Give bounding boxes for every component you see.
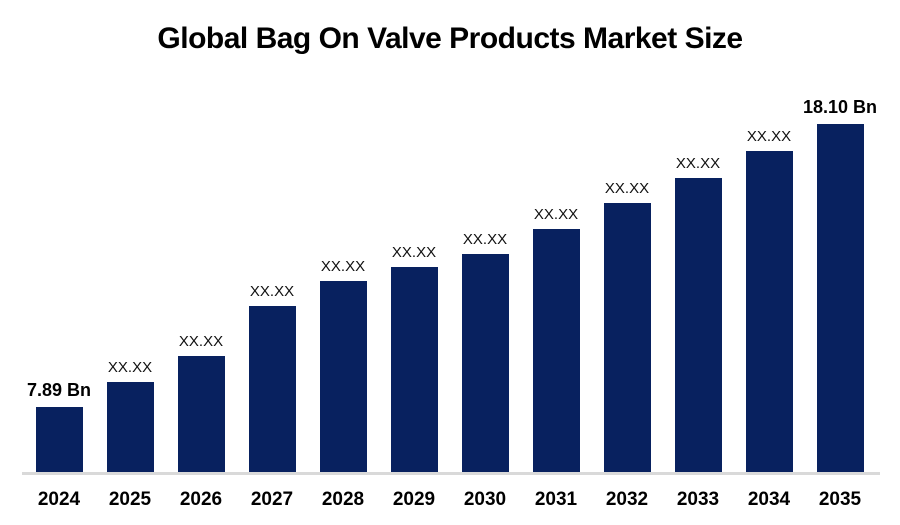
value-label-2030: XX.XX [462, 231, 508, 248]
bar-2032 [603, 203, 651, 472]
bar-2033 [674, 178, 722, 472]
value-label-2032: XX.XX [604, 180, 650, 197]
bar-2029 [390, 267, 438, 472]
value-label-2029: XX.XX [391, 244, 437, 261]
value-label-2027: XX.XX [249, 283, 295, 300]
x-axis-label-2024: 2024 [37, 489, 81, 510]
x-axis-label-2035: 2035 [818, 489, 862, 510]
value-label-2028: XX.XX [320, 258, 366, 275]
value-label-2031: XX.XX [533, 206, 579, 223]
x-axis-label-2026: 2026 [179, 489, 223, 510]
x-axis-label-2025: 2025 [108, 489, 152, 510]
bar-2035 [816, 124, 864, 472]
bar-2034 [745, 151, 793, 472]
x-axis-label-2030: 2030 [463, 489, 507, 510]
x-axis-label-2034: 2034 [747, 489, 791, 510]
value-label-2026: XX.XX [178, 333, 224, 350]
x-axis-line [22, 472, 880, 475]
x-axis-label-2028: 2028 [321, 489, 365, 510]
value-label-2033: XX.XX [675, 155, 721, 172]
bar-2031 [532, 229, 580, 472]
bar-2030 [461, 254, 509, 472]
value-label-2034: XX.XX [746, 128, 792, 145]
x-axis-label-2027: 2027 [250, 489, 294, 510]
chart-title: Global Bag On Valve Products Market Size [157, 22, 743, 55]
bar-2025 [106, 382, 154, 472]
value-label-2024: 7.89 Bn [26, 380, 92, 400]
x-axis-label-2032: 2032 [605, 489, 649, 510]
bar-2028 [319, 281, 367, 472]
bar-2027 [248, 306, 296, 472]
bar-2026 [177, 356, 225, 472]
x-axis-label-2031: 2031 [534, 489, 578, 510]
value-label-2025: XX.XX [107, 359, 153, 376]
x-axis-label-2029: 2029 [392, 489, 436, 510]
bar-2024 [35, 407, 83, 472]
x-axis-label-2033: 2033 [676, 489, 720, 510]
value-label-2035: 18.10 Bn [802, 97, 878, 117]
